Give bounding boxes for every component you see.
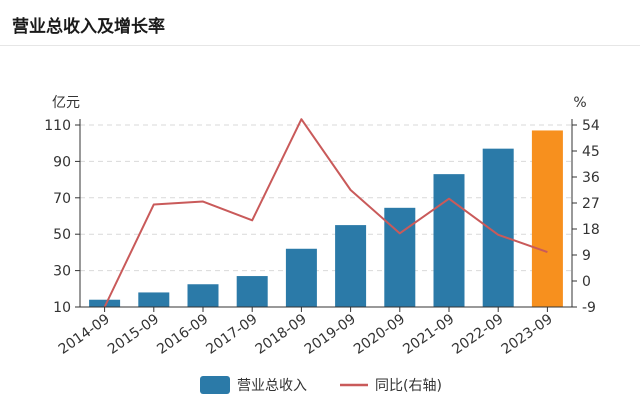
x-tick-label: 2017-09 xyxy=(203,311,260,358)
right-axis-unit: % xyxy=(573,95,586,111)
right-tick-label: 9 xyxy=(582,248,591,264)
x-tick-label: 2016-09 xyxy=(154,311,211,358)
page-title: 营业总收入及增长率 xyxy=(12,17,165,37)
right-tick-label: 54 xyxy=(582,118,600,134)
revenue-bar xyxy=(187,284,219,307)
x-tick-label: 2014-09 xyxy=(56,311,113,358)
left-axis-unit: 亿元 xyxy=(52,95,80,111)
revenue-bar xyxy=(138,292,170,307)
left-tick-label: 30 xyxy=(53,264,71,280)
growth-line xyxy=(103,118,548,308)
right-tick-label: -9 xyxy=(582,300,596,316)
revenue-bar xyxy=(531,130,563,307)
right-tick-label: 27 xyxy=(582,196,600,212)
left-tick-label: 90 xyxy=(53,154,71,170)
left-tick-label: 110 xyxy=(44,118,71,134)
legend-bar-label: 营业总收入 xyxy=(237,378,307,394)
legend-line-label: 同比(右轴) xyxy=(375,378,442,394)
x-tick-label: 2021-09 xyxy=(400,311,457,358)
revenue-bar xyxy=(285,248,317,307)
legend-bar-swatch xyxy=(200,376,230,394)
panel-header: 营业总收入及增长率 xyxy=(0,0,640,46)
revenue-bar xyxy=(236,276,268,307)
revenue-bar xyxy=(433,174,465,307)
x-tick-label: 2015-09 xyxy=(105,311,162,358)
right-tick-label: 45 xyxy=(582,144,600,160)
x-tick-label: 2022-09 xyxy=(449,311,506,358)
right-tick-label: 0 xyxy=(582,274,591,290)
x-tick-label: 2023-09 xyxy=(499,311,556,358)
left-tick-label: 70 xyxy=(53,191,71,207)
x-tick-label: 2018-09 xyxy=(253,311,310,358)
left-tick-label: 50 xyxy=(53,227,71,243)
left-tick-label: 10 xyxy=(53,300,71,316)
x-tick-label: 2020-09 xyxy=(351,311,408,358)
revenue-bar xyxy=(89,299,121,307)
right-tick-label: 18 xyxy=(582,222,600,238)
x-tick-label: 2019-09 xyxy=(302,311,359,358)
revenue-bar xyxy=(335,225,367,307)
right-tick-label: 36 xyxy=(582,170,600,186)
